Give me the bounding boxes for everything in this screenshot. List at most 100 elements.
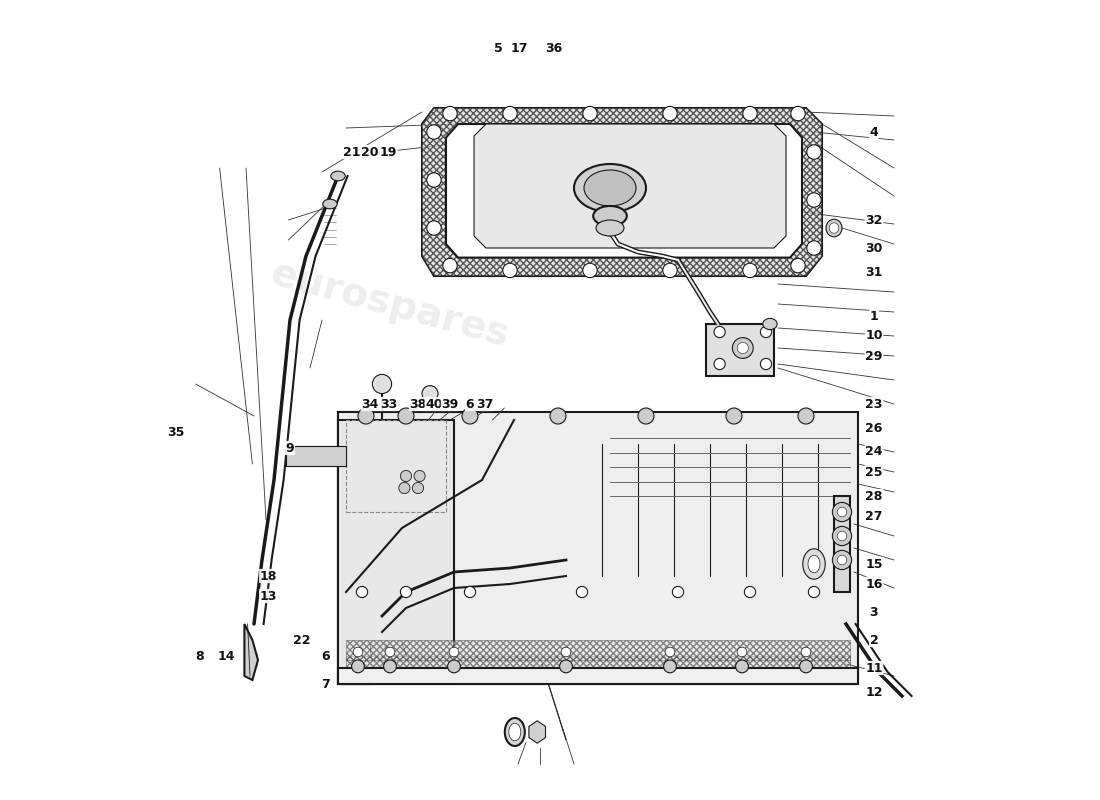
Circle shape [833,502,851,522]
Circle shape [798,408,814,424]
Circle shape [583,106,597,121]
Circle shape [356,586,367,598]
Ellipse shape [322,199,338,209]
Text: 11: 11 [866,662,882,674]
Polygon shape [422,108,822,276]
Text: 19: 19 [379,146,397,158]
Circle shape [800,660,813,673]
Ellipse shape [584,170,636,206]
Text: 23: 23 [866,398,882,410]
Ellipse shape [596,220,624,236]
Text: 27: 27 [866,510,882,522]
Circle shape [760,326,771,338]
Circle shape [422,386,438,402]
Polygon shape [446,124,802,258]
Circle shape [791,106,805,121]
Circle shape [503,106,517,121]
Text: 26: 26 [866,422,882,434]
Circle shape [414,470,426,482]
Ellipse shape [762,318,778,330]
FancyBboxPatch shape [706,324,774,376]
Text: 9: 9 [286,442,295,454]
Circle shape [791,258,805,273]
Ellipse shape [808,555,820,573]
Circle shape [745,586,756,598]
FancyBboxPatch shape [338,412,858,684]
Polygon shape [474,124,786,248]
Circle shape [412,482,424,494]
Circle shape [561,647,571,657]
Circle shape [742,263,757,278]
Circle shape [385,647,395,657]
Text: 1: 1 [870,310,879,322]
Ellipse shape [829,222,839,234]
Text: 33: 33 [379,398,397,410]
Text: 36: 36 [546,42,562,54]
Text: 6: 6 [321,650,330,662]
Polygon shape [338,420,454,684]
Ellipse shape [593,206,627,226]
Text: 16: 16 [866,578,882,590]
Circle shape [760,358,771,370]
Bar [286,446,346,466]
Circle shape [736,660,748,673]
Text: 37: 37 [475,398,493,410]
Circle shape [583,263,597,278]
Circle shape [399,482,410,494]
Ellipse shape [803,549,825,579]
Circle shape [427,221,441,235]
Text: 25: 25 [866,466,882,478]
Text: 4: 4 [870,126,879,138]
Text: 24: 24 [866,446,882,458]
Text: 32: 32 [866,214,882,226]
Circle shape [550,408,566,424]
Circle shape [443,106,458,121]
Text: eurospares: eurospares [466,494,714,594]
Circle shape [666,647,674,657]
Ellipse shape [505,718,525,746]
Circle shape [443,258,458,273]
Polygon shape [529,721,546,743]
Ellipse shape [509,723,520,741]
Circle shape [427,173,441,187]
Polygon shape [422,108,822,276]
Bar [346,640,850,660]
Text: 17: 17 [510,42,528,54]
Text: 13: 13 [260,590,277,602]
Circle shape [837,507,847,517]
Circle shape [833,526,851,546]
Circle shape [833,550,851,570]
Text: 14: 14 [218,650,234,662]
Circle shape [352,660,364,673]
Ellipse shape [574,164,646,212]
Text: 12: 12 [866,686,882,698]
Circle shape [737,342,748,354]
Text: 18: 18 [260,570,277,582]
Circle shape [663,660,676,673]
Text: 2: 2 [870,634,879,646]
Circle shape [462,408,478,424]
Circle shape [400,470,411,482]
Circle shape [663,263,678,278]
Bar [346,656,850,676]
Text: 5: 5 [494,42,503,54]
Circle shape [714,358,725,370]
Circle shape [427,125,441,139]
Text: 29: 29 [866,350,882,362]
Ellipse shape [826,219,842,237]
Circle shape [733,338,754,358]
Circle shape [576,586,587,598]
Text: 28: 28 [866,490,882,502]
Circle shape [742,106,757,121]
Text: 8: 8 [196,650,204,662]
Circle shape [726,408,742,424]
Text: 21: 21 [343,146,361,158]
Text: 7: 7 [321,678,330,690]
Circle shape [449,647,459,657]
Circle shape [663,106,678,121]
Text: 39: 39 [441,398,459,410]
Circle shape [503,263,517,278]
Text: 35: 35 [167,426,185,438]
Text: 22: 22 [294,634,310,646]
Circle shape [560,660,572,673]
